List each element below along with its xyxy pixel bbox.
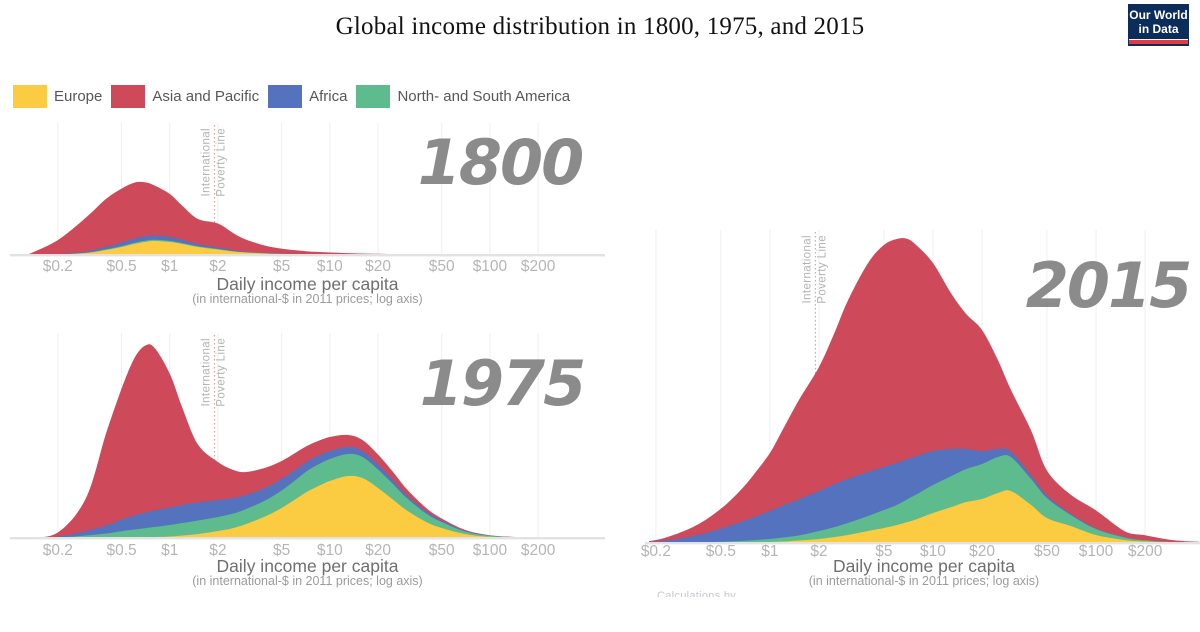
x-tick-label: $100 (473, 258, 508, 275)
x-tick-label: $2 (209, 542, 226, 559)
x-tick-label: $0.5 (106, 258, 136, 275)
year-label-1975: 1975 (420, 347, 585, 420)
x-axis-line (645, 542, 1200, 545)
africa-swatch (268, 85, 303, 108)
poverty-line-label-poverty-line: Poverty Line (215, 128, 227, 197)
x-axis-title: Daily income per capita (833, 556, 1015, 576)
x-axis-title: Daily income per capita (217, 556, 399, 576)
legend-item-europe: Europe (13, 85, 102, 108)
poverty-line-label-international: International (200, 128, 212, 197)
x-axis-title: Daily income per capita (217, 274, 399, 294)
x-tick-label: $2 (209, 258, 226, 275)
owid-logo-red-bar (1129, 39, 1188, 44)
x-axis-line (10, 537, 605, 540)
x-axis-subtitle: (in international-$ in 2011 prices; log … (192, 292, 422, 306)
legend-item-asia-pacific: Asia and Pacific (111, 85, 259, 108)
americas-swatch (356, 85, 391, 108)
stacked-areas (649, 238, 1199, 543)
x-axis-line (10, 254, 605, 257)
poverty-line-label-poverty-line: Poverty Line (816, 235, 828, 304)
legend-label-africa: Africa (309, 88, 348, 105)
owid-logo: Our World in Data (1128, 4, 1189, 46)
x-tick-label: $5 (875, 543, 892, 560)
x-tick-label: $2 (810, 543, 827, 560)
year-label-1800: 1800 (418, 126, 583, 199)
legend-item-americas: North- and South America (356, 85, 570, 108)
x-tick-label: $5 (273, 542, 290, 559)
stacked-areas (27, 181, 601, 255)
x-tick-label: $200 (1128, 543, 1163, 560)
x-tick-label: $20 (365, 258, 391, 275)
x-tick-label: $10 (317, 258, 343, 275)
legend-label-asia-pacific: Asia and Pacific (152, 88, 260, 105)
x-tick-label: $50 (1034, 543, 1060, 560)
asia-pacific-swatch (111, 85, 146, 108)
poverty-line-label-poverty-line: Poverty Line (215, 338, 227, 407)
x-axis-subtitle: (in international-$ in 2011 prices; log … (809, 574, 1039, 588)
legend: Europe Asia and Pacific Africa North- an… (13, 85, 579, 108)
area-asia-and-pacific (27, 344, 601, 538)
x-tick-label: $20 (365, 542, 391, 559)
chart-2015: $0.2 $0.5 $1 $2 $5 $10 $20 $50 $100 $200 Daily inc… (641, 230, 1200, 588)
poverty-line-label-international: International (200, 338, 212, 407)
x-tick-label: $200 (521, 258, 556, 275)
x-tick-label: $20 (969, 543, 995, 560)
x-tick-label: $0.2 (43, 258, 73, 275)
x-tick-label: $0.2 (641, 543, 671, 560)
page-title: Global income distribution in 1800, 1975… (335, 13, 865, 40)
x-tick-label: $1 (161, 258, 178, 275)
x-tick-label: $50 (429, 542, 455, 559)
x-tick-label: $200 (521, 542, 556, 559)
owid-logo-line1: Our World (1129, 8, 1188, 22)
area-asia-and-pacific (649, 238, 1199, 543)
x-tick-label: $100 (473, 542, 508, 559)
chart-1800: $0.2 $0.5 $1 $2 $5 $10 $20 $50 $100 $200 Daily inc… (10, 123, 605, 306)
x-tick-label: $0.2 (43, 542, 73, 559)
area-europe (27, 475, 601, 538)
x-tick-label: $10 (317, 542, 343, 559)
legend-label-americas: North- and South America (397, 88, 571, 105)
x-tick-label: $1 (161, 542, 178, 559)
x-tick-label: $5 (273, 258, 290, 275)
x-tick-label: $50 (429, 258, 455, 275)
x-tick-label: $100 (1079, 543, 1114, 560)
x-tick-label: $1 (761, 543, 778, 560)
legend-label-europe: Europe (54, 88, 103, 105)
area-north-and-south-america (649, 455, 1199, 543)
area-europe (27, 241, 601, 255)
x-tick-label: $0.5 (706, 543, 736, 560)
area-asia-and-pacific (27, 181, 601, 255)
poverty-line-label-international: International (801, 235, 813, 304)
x-axis-subtitle: (in international-$ in 2011 prices; log … (192, 574, 422, 588)
legend-item-africa: Africa (268, 85, 347, 108)
year-label-2015: 2015 (1026, 249, 1191, 322)
owid-logo-line2: in Data (1138, 22, 1179, 36)
owid-logo-text: Our World in Data (1128, 4, 1189, 36)
stacked-areas (27, 344, 601, 538)
europe-swatch (13, 85, 47, 108)
x-tick-label: $10 (920, 543, 946, 560)
area-europe (649, 490, 1199, 543)
footnote-fragment: Calculations by ... (657, 590, 750, 597)
chart-1975: $0.2 $0.5 $1 $2 $5 $10 $20 $50 $100 $200 Daily inc… (10, 333, 605, 588)
x-tick-label: $0.5 (106, 542, 136, 559)
